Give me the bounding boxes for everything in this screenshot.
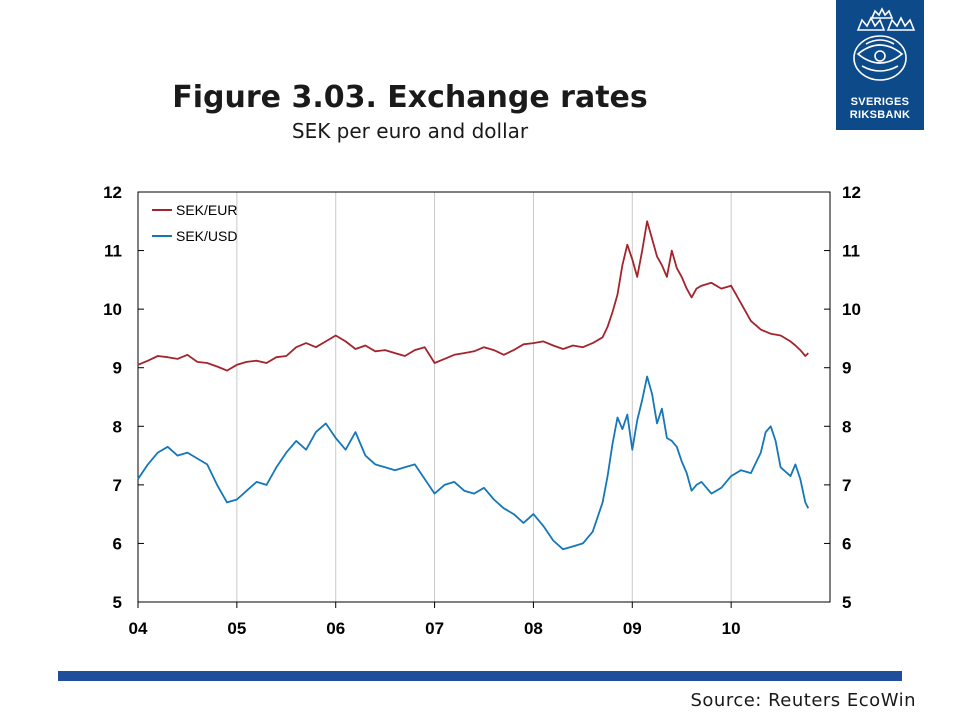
y-tick-label-left: 12 — [103, 183, 122, 202]
x-tick-label: 06 — [326, 619, 345, 638]
y-tick-label-left: 9 — [113, 359, 122, 378]
logo-text-sveriges: SVERIGES — [850, 96, 910, 108]
x-tick-label: 07 — [425, 619, 444, 638]
y-tick-label-right: 12 — [842, 183, 861, 202]
y-tick-label-right: 10 — [842, 300, 861, 319]
crown-icon-right — [886, 16, 916, 31]
x-tick-label: 08 — [524, 619, 543, 638]
chart-title: Figure 3.03. Exchange rates — [172, 80, 648, 115]
source-note: Source: Reuters EcoWin — [690, 690, 916, 711]
y-tick-label-right: 7 — [842, 476, 851, 495]
logo-text-riksbank: RIKSBANK — [849, 109, 911, 121]
crown-icon-center — [870, 7, 894, 19]
crown-icon-left — [856, 16, 886, 31]
legend-label: SEK/USD — [176, 228, 237, 244]
x-tick-label: 05 — [227, 619, 246, 638]
x-tick-label: 09 — [623, 619, 642, 638]
y-tick-label-right: 11 — [842, 242, 860, 261]
chart-title-block: Figure 3.03. Exchange rates SEK per euro… — [0, 80, 820, 144]
y-tick-label-left: 5 — [113, 593, 122, 612]
y-tick-label-right: 8 — [842, 417, 851, 436]
y-tick-label-right: 6 — [842, 534, 851, 553]
riksbank-logo: SVERIGES RIKSBANK — [836, 0, 924, 130]
legend: SEK/EUR SEK/USD — [152, 202, 237, 244]
grid-lines — [236, 192, 732, 602]
plot-frame — [137, 191, 831, 603]
series-line-sek-eur — [137, 220, 809, 372]
chart-subtitle: SEK per euro and dollar — [291, 119, 529, 143]
legend-label: SEK/EUR — [176, 202, 237, 218]
y-tick-label-left: 6 — [113, 534, 122, 553]
series-layer — [137, 220, 810, 551]
x-tick-label: 04 — [129, 619, 148, 638]
y-tick-label-left: 7 — [113, 476, 122, 495]
y-tick-label-right: 9 — [842, 359, 851, 378]
y-tick-label-right: 5 — [842, 593, 851, 612]
series-line-sek-usd — [137, 375, 810, 551]
axis-ticks: 04 05 06 07 08 09 10 5 5 6 6 7 7 8 8 9 9 10 10 11 11 12 12 — [103, 183, 861, 638]
x-tick-label: 10 — [722, 619, 741, 638]
bottom-accent-bar — [58, 671, 902, 681]
y-tick-label-left: 8 — [113, 417, 122, 436]
y-tick-label-left: 11 — [104, 242, 122, 261]
y-tick-label-left: 10 — [103, 300, 122, 319]
riksbank-emblem-icon — [853, 7, 916, 81]
